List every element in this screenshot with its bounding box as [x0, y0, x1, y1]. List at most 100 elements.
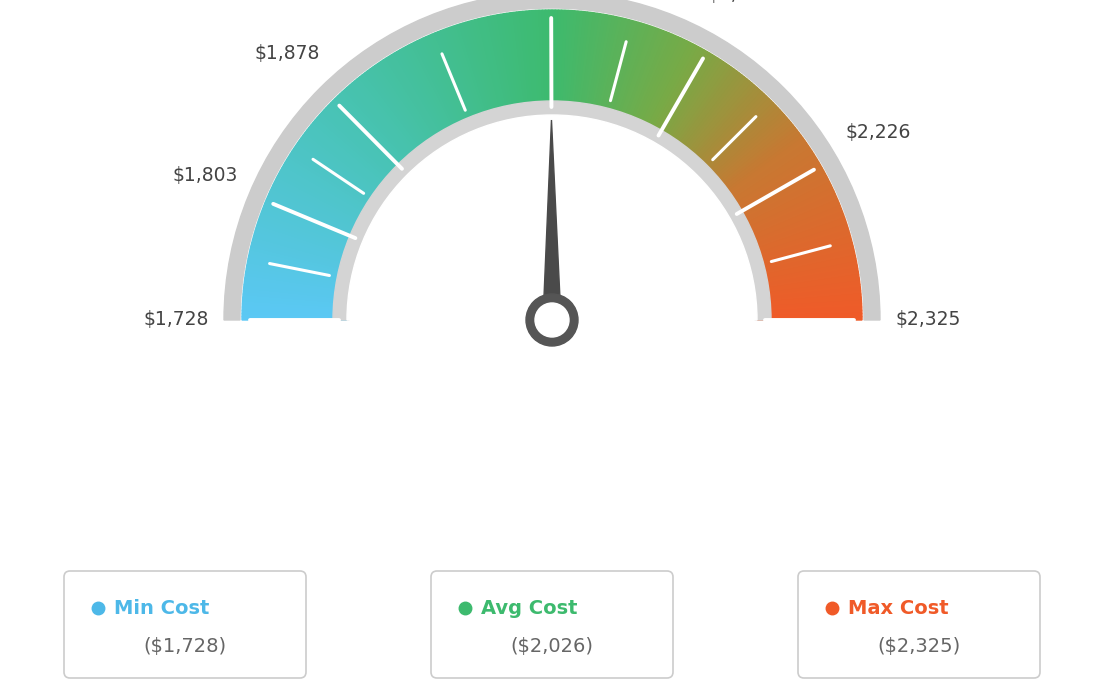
- Wedge shape: [757, 313, 862, 318]
- Wedge shape: [497, 14, 518, 118]
- Wedge shape: [731, 168, 824, 221]
- Wedge shape: [549, 10, 552, 115]
- Wedge shape: [745, 215, 845, 253]
- Wedge shape: [749, 230, 850, 263]
- Wedge shape: [253, 237, 354, 267]
- Wedge shape: [570, 11, 581, 116]
- Wedge shape: [676, 73, 742, 158]
- Wedge shape: [408, 43, 459, 138]
- Wedge shape: [347, 115, 757, 320]
- Wedge shape: [263, 206, 361, 246]
- Wedge shape: [757, 310, 862, 316]
- Wedge shape: [342, 90, 415, 169]
- Wedge shape: [426, 35, 470, 132]
- Wedge shape: [493, 15, 516, 119]
- Wedge shape: [328, 103, 405, 178]
- Wedge shape: [650, 48, 704, 141]
- Wedge shape: [270, 188, 367, 235]
- Wedge shape: [737, 188, 834, 235]
- Wedge shape: [316, 117, 396, 188]
- Wedge shape: [243, 290, 348, 303]
- Wedge shape: [535, 10, 543, 115]
- Wedge shape: [746, 221, 847, 257]
- Wedge shape: [463, 22, 495, 124]
- Wedge shape: [713, 128, 797, 195]
- Wedge shape: [301, 135, 388, 199]
- Wedge shape: [447, 27, 485, 127]
- Text: $2,325: $2,325: [895, 310, 960, 330]
- FancyBboxPatch shape: [431, 571, 673, 678]
- Wedge shape: [517, 12, 531, 117]
- Wedge shape: [372, 66, 435, 153]
- Wedge shape: [743, 206, 841, 246]
- Wedge shape: [552, 10, 555, 115]
- Wedge shape: [615, 25, 651, 126]
- Polygon shape: [543, 120, 561, 320]
- Wedge shape: [340, 92, 413, 170]
- Text: Max Cost: Max Cost: [848, 599, 948, 618]
- Wedge shape: [317, 115, 399, 186]
- Wedge shape: [565, 10, 575, 115]
- Wedge shape: [684, 83, 754, 165]
- Wedge shape: [751, 246, 853, 273]
- Wedge shape: [704, 112, 785, 184]
- Text: $1,803: $1,803: [172, 166, 237, 185]
- Wedge shape: [681, 79, 750, 162]
- Wedge shape: [288, 154, 379, 212]
- Wedge shape: [736, 185, 832, 233]
- Wedge shape: [571, 11, 584, 116]
- Wedge shape: [754, 268, 858, 288]
- Wedge shape: [711, 125, 795, 193]
- Wedge shape: [658, 55, 715, 146]
- Wedge shape: [671, 68, 734, 154]
- Wedge shape: [597, 17, 623, 121]
- Wedge shape: [438, 30, 478, 130]
- Wedge shape: [352, 81, 422, 164]
- Wedge shape: [284, 162, 375, 217]
- Wedge shape: [755, 284, 860, 299]
- Wedge shape: [627, 32, 669, 130]
- Wedge shape: [747, 227, 849, 261]
- Wedge shape: [752, 253, 856, 277]
- Wedge shape: [588, 15, 611, 119]
- Wedge shape: [609, 22, 641, 124]
- Wedge shape: [664, 60, 723, 149]
- Wedge shape: [394, 52, 449, 144]
- Wedge shape: [368, 69, 432, 155]
- Wedge shape: [323, 108, 403, 181]
- Wedge shape: [520, 11, 533, 116]
- Wedge shape: [478, 18, 506, 121]
- Wedge shape: [420, 38, 467, 135]
- Wedge shape: [261, 212, 360, 250]
- Wedge shape: [471, 20, 501, 122]
- Wedge shape: [561, 10, 569, 115]
- FancyBboxPatch shape: [64, 571, 306, 678]
- Wedge shape: [282, 165, 374, 219]
- Wedge shape: [753, 262, 857, 284]
- Text: Avg Cost: Avg Cost: [481, 599, 577, 618]
- Wedge shape: [347, 86, 418, 166]
- Wedge shape: [689, 90, 762, 169]
- Wedge shape: [584, 14, 604, 118]
- Wedge shape: [375, 63, 437, 152]
- Text: ($2,325): ($2,325): [878, 637, 960, 656]
- Wedge shape: [644, 42, 692, 137]
- Text: $1,728: $1,728: [144, 310, 209, 330]
- Wedge shape: [364, 71, 429, 157]
- Wedge shape: [242, 310, 347, 316]
- Wedge shape: [716, 135, 803, 199]
- Wedge shape: [563, 10, 572, 115]
- Wedge shape: [297, 141, 385, 203]
- Wedge shape: [740, 194, 837, 239]
- Circle shape: [526, 294, 578, 346]
- Wedge shape: [666, 62, 726, 150]
- Wedge shape: [326, 106, 404, 179]
- Wedge shape: [272, 185, 368, 233]
- Wedge shape: [527, 11, 537, 116]
- Text: $2,126: $2,126: [708, 0, 773, 4]
- Wedge shape: [453, 25, 489, 126]
- Wedge shape: [692, 94, 766, 172]
- Wedge shape: [756, 297, 861, 307]
- Wedge shape: [688, 88, 760, 168]
- Wedge shape: [573, 12, 587, 117]
